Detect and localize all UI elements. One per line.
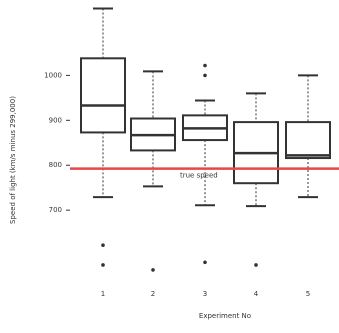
outlier <box>151 268 155 272</box>
outlier <box>203 260 207 265</box>
outlier <box>203 63 207 68</box>
outlier <box>203 73 207 78</box>
y-tick-label: 1000 <box>44 71 62 79</box>
x-tick-label: 5 <box>306 290 310 298</box>
x-tick-label: 1 <box>101 290 105 298</box>
x-axis-label: Experiment No <box>199 312 251 320</box>
outlier <box>101 263 105 267</box>
y-tick-label: 900 <box>49 116 62 124</box>
y-tick-label: 800 <box>49 161 62 169</box>
x-tick-label: 3 <box>203 290 207 298</box>
outlier <box>254 263 258 267</box>
outlier <box>101 243 105 247</box>
reference-label: true speed <box>180 172 218 180</box>
box <box>285 121 331 160</box>
x-tick-label: 2 <box>151 290 155 298</box>
y-axis-label: Speed of light (km/s minus 299,000) <box>9 96 17 224</box>
y-tick-label: 700 <box>49 206 62 214</box>
box <box>80 57 126 134</box>
x-tick-label: 4 <box>254 290 259 298</box>
